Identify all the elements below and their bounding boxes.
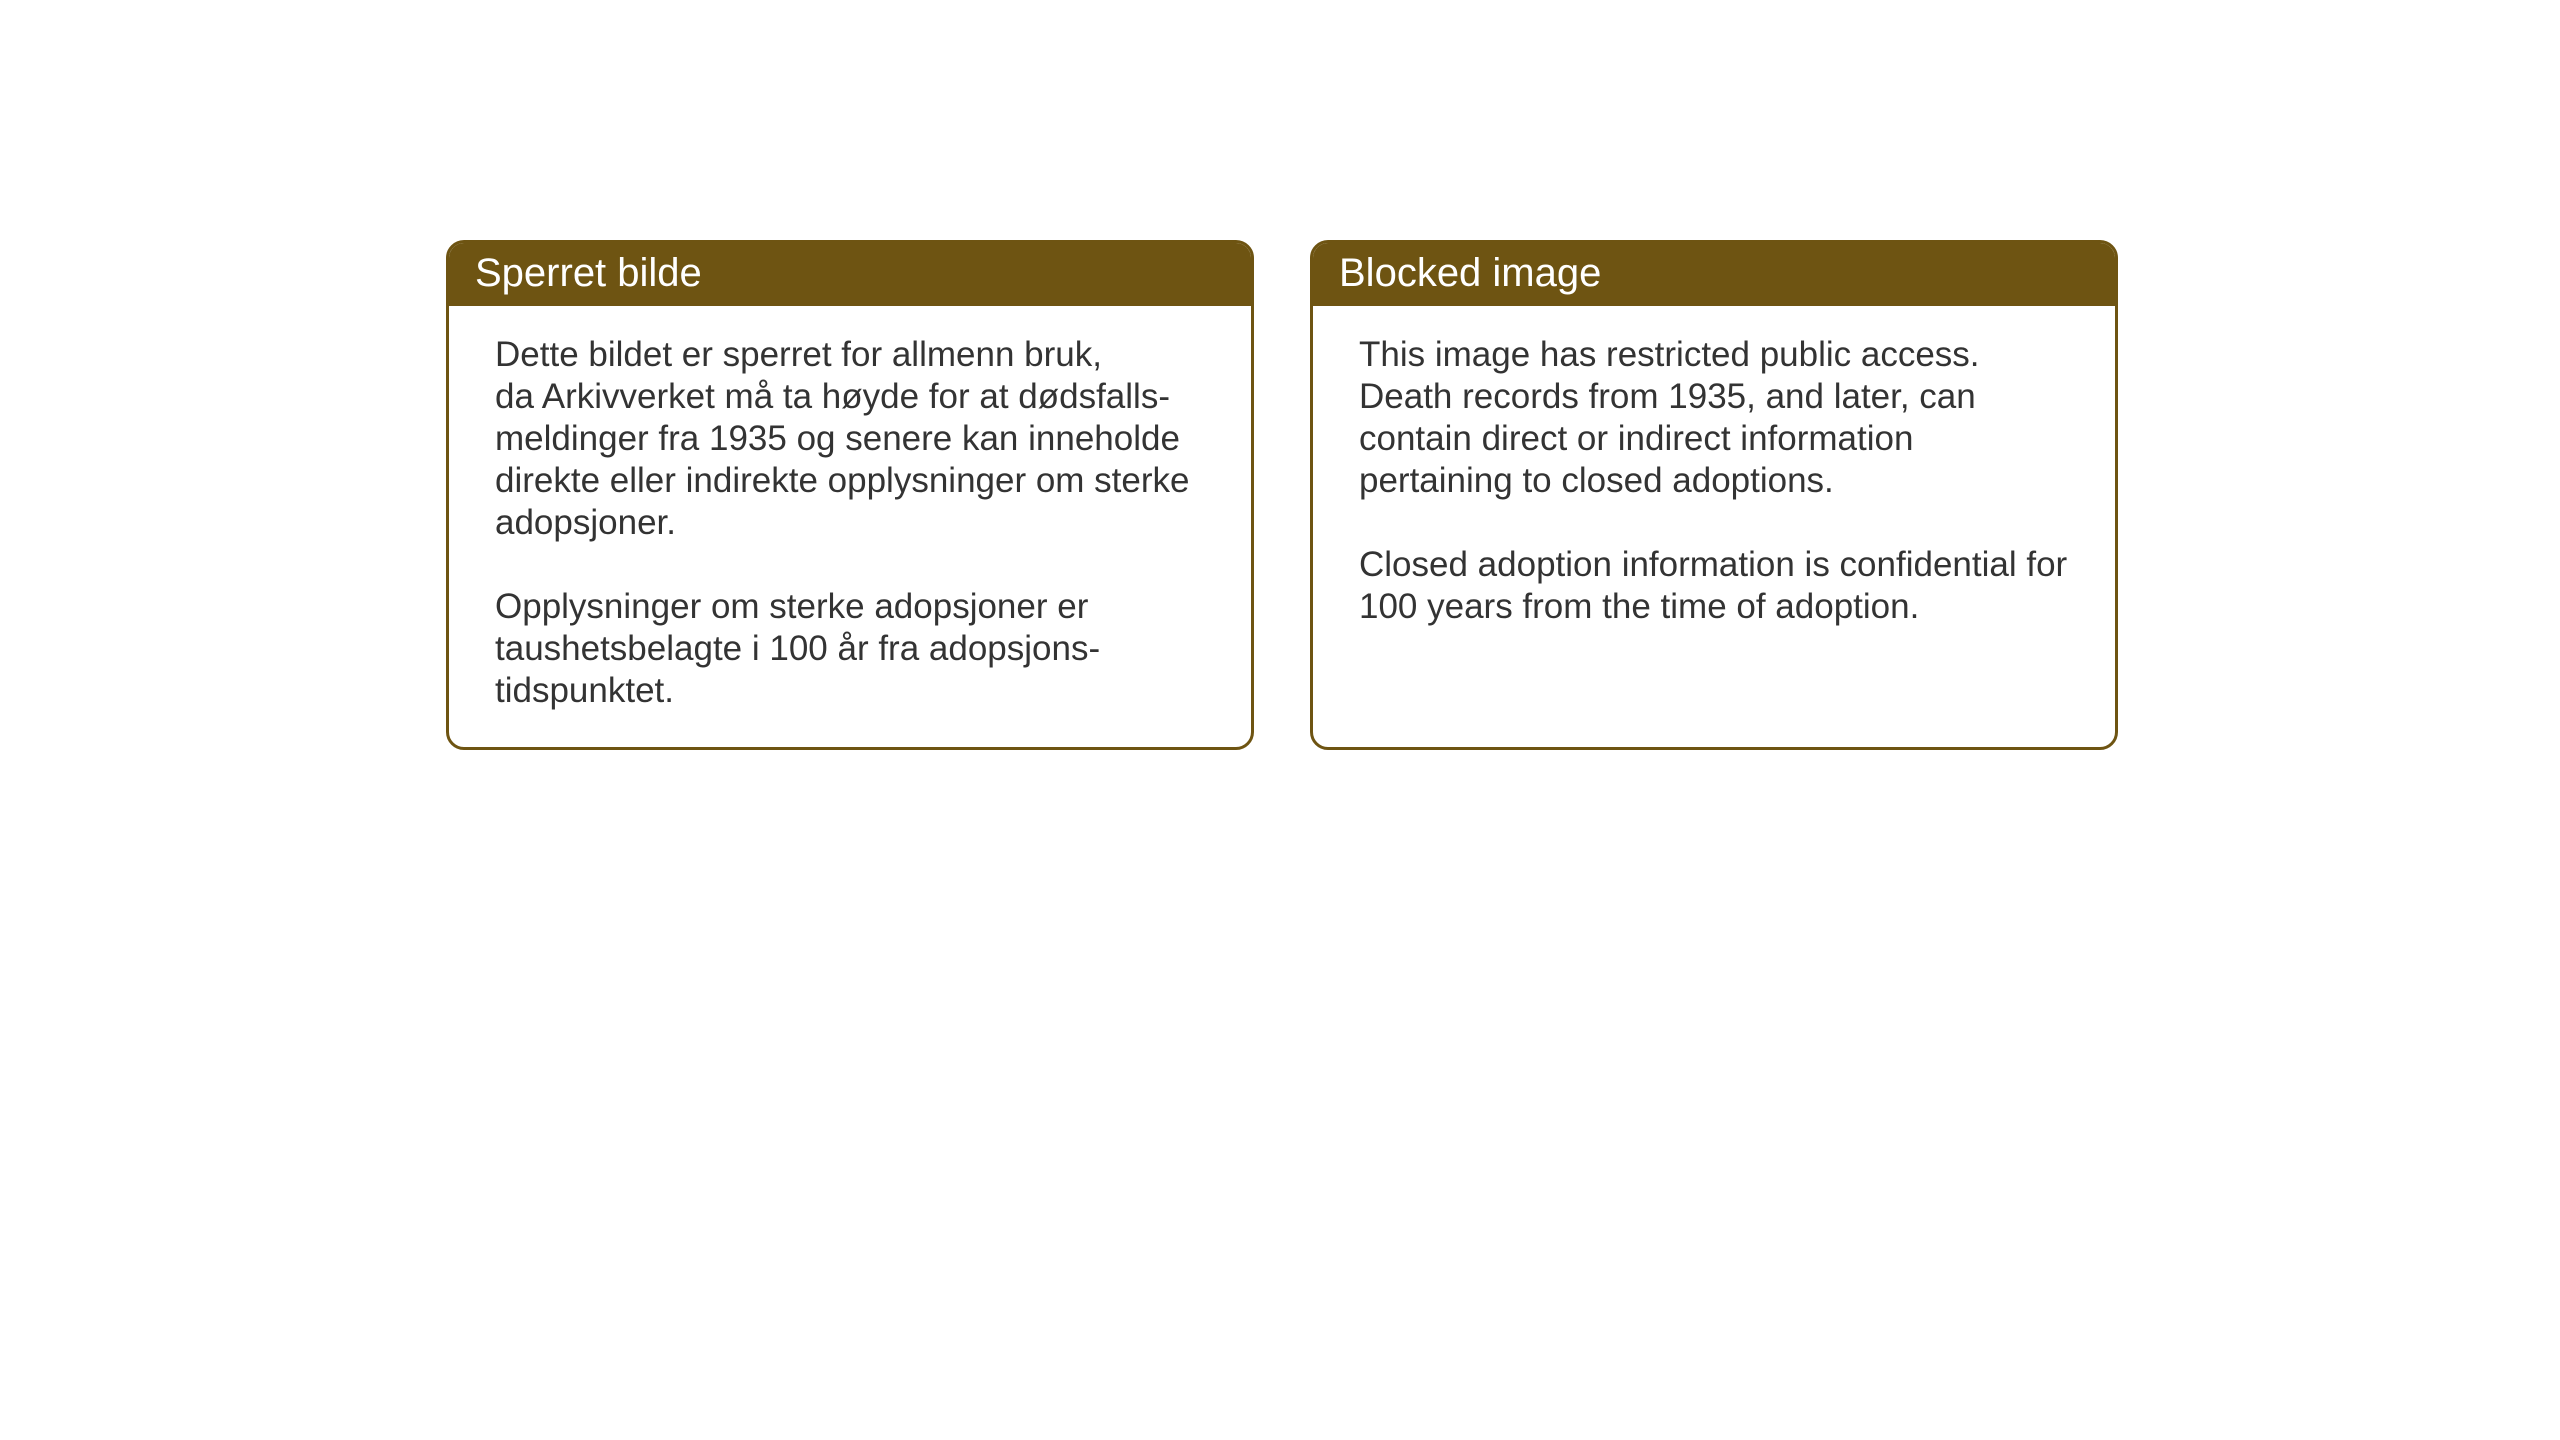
english-paragraph-1: This image has restricted public access.… [1359,334,2075,502]
card-container: Sperret bilde Dette bildet er sperret fo… [446,240,2118,750]
card-body-norwegian: Dette bildet er sperret for allmenn bruk… [449,306,1251,740]
card-header-english: Blocked image [1313,243,2115,306]
norwegian-paragraph-1: Dette bildet er sperret for allmenn bruk… [495,334,1211,544]
card-body-english: This image has restricted public access.… [1313,306,2115,656]
norwegian-paragraph-2: Opplysninger om sterke adopsjoner er tau… [495,586,1211,712]
english-paragraph-2: Closed adoption information is confident… [1359,544,2075,628]
card-norwegian: Sperret bilde Dette bildet er sperret fo… [446,240,1254,750]
card-english: Blocked image This image has restricted … [1310,240,2118,750]
card-header-norwegian: Sperret bilde [449,243,1251,306]
